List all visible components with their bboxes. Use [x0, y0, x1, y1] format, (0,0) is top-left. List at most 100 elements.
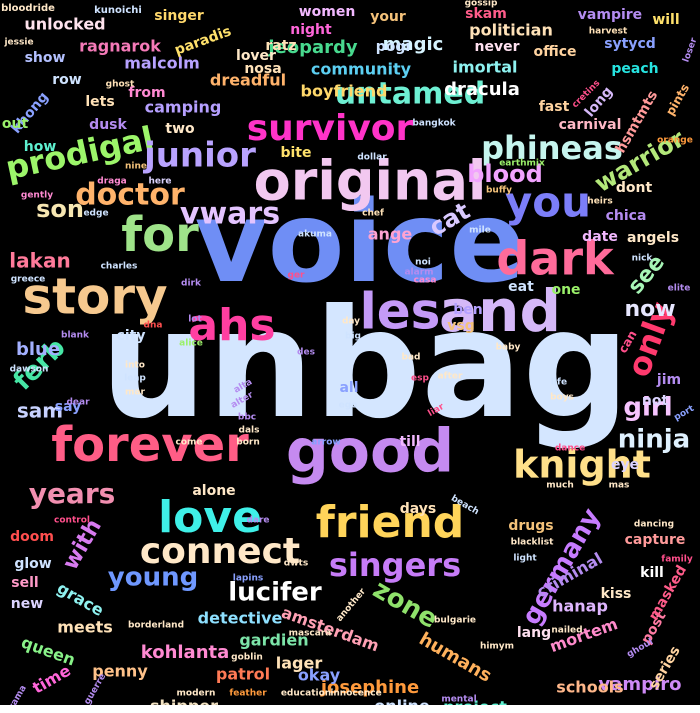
word-and: and: [439, 277, 561, 345]
word-never: never: [475, 39, 520, 55]
word-you: you: [505, 178, 591, 227]
word-story: story: [22, 268, 167, 326]
word-esp: esp: [411, 374, 429, 384]
word-pints: pints: [663, 81, 692, 118]
word-okay: okay: [298, 666, 341, 685]
word-untamed: untamed: [335, 77, 485, 112]
word-fast: fast: [539, 99, 570, 115]
word-out: out: [2, 116, 29, 132]
word-lang: lang: [517, 625, 551, 641]
word-your: your: [370, 9, 406, 25]
word-doctor: doctor: [75, 178, 185, 213]
word-earthmix: earthmix: [499, 159, 545, 169]
word-gently: gently: [21, 191, 53, 201]
word-queen: queen: [19, 633, 78, 670]
word-ghost: ghost: [106, 80, 135, 90]
word-ben: ben: [453, 302, 482, 318]
word-vampire: vampire: [578, 7, 642, 23]
word-kohlanta: kohlanta: [141, 642, 230, 663]
word-unbag: unbag: [100, 278, 630, 452]
word-ninja: ninja: [618, 425, 690, 455]
word-casa: casa: [414, 276, 437, 286]
word-date: date: [582, 229, 618, 245]
word-two: two: [165, 121, 195, 137]
word-dance: dance: [555, 444, 585, 454]
word-gardien: gardien: [239, 631, 308, 650]
word-junior: junior: [142, 136, 256, 176]
word-grace: grace: [54, 578, 107, 620]
word-dals: dals: [239, 426, 260, 436]
word-paradis: paradis: [173, 23, 234, 58]
word-penny: penny: [92, 662, 148, 681]
word-come: come: [176, 438, 203, 448]
word-new: new: [11, 596, 43, 612]
word-carnival: carnival: [559, 117, 622, 133]
word-sell: sell: [11, 575, 38, 591]
word-capture: capture: [625, 532, 686, 548]
word-peach: peach: [611, 61, 658, 77]
word-dracula: dracula: [444, 79, 520, 100]
word-leap: leap: [124, 374, 146, 384]
word-knight: knight: [513, 443, 651, 487]
word-much: much: [546, 481, 574, 491]
word-feather: feather: [229, 689, 267, 699]
word-kiss: kiss: [601, 586, 632, 602]
word-young: young: [108, 563, 198, 593]
word-into: into: [125, 361, 145, 371]
word-kunoichi: kunoichi: [94, 5, 142, 16]
word-dare: dare: [246, 516, 269, 526]
word-mile: mile: [469, 226, 491, 236]
word-all: all: [339, 380, 358, 396]
word-harvest: harvest: [589, 27, 628, 37]
word-sytycd: sytycd: [604, 36, 656, 52]
word-love: love: [158, 492, 262, 543]
word-education: education: [281, 689, 331, 699]
word-heirs: heirs: [587, 197, 612, 207]
word-born: born: [236, 438, 259, 448]
word-detective: detective: [198, 609, 283, 628]
word-son: son: [36, 195, 84, 223]
word-innocence: innocence: [330, 689, 381, 699]
word-meets: meets: [57, 618, 113, 637]
word-bbc: bbc: [238, 413, 256, 423]
word-doom: doom: [10, 529, 54, 545]
word-mar: mar: [125, 388, 145, 398]
word-dusk: dusk: [89, 117, 127, 133]
word-lover: lover: [236, 48, 276, 64]
word-bite: bite: [280, 145, 311, 161]
word-vampiro: vampiro: [599, 674, 682, 695]
word-vwars: vwars: [180, 197, 280, 232]
word-lets: lets: [85, 94, 114, 110]
word-unlocked: unlocked: [24, 15, 105, 34]
word-singers: singers: [329, 546, 461, 584]
word-noi: noi: [415, 258, 431, 268]
word-phineas: phineas: [481, 129, 623, 167]
word-greece: greece: [11, 275, 46, 285]
word-now: now: [624, 297, 675, 322]
word-dirk: dirk: [181, 279, 202, 289]
word-camping: camping: [145, 98, 222, 117]
word-not: not: [642, 393, 669, 409]
word-elite: elite: [668, 284, 691, 294]
word-nosa: nosa: [244, 61, 281, 77]
word-dollar: dollar: [357, 153, 387, 163]
word-imortal: imortal: [453, 58, 518, 77]
word-ragnarok: ragnarok: [79, 37, 161, 56]
word-boys: boys: [550, 393, 574, 403]
word-mental: mental: [441, 695, 476, 705]
word-one: one: [551, 282, 580, 298]
word-blacklist: blacklist: [511, 538, 554, 548]
word-malcolm: malcolm: [124, 54, 200, 73]
word-hanap: hanap: [552, 597, 608, 616]
word-lot: lot: [188, 315, 202, 325]
word-ahs: ahs: [188, 300, 275, 351]
word-dark: dark: [496, 232, 615, 286]
word-orange: orange: [657, 136, 693, 146]
word-angels: angels: [627, 230, 679, 246]
word-jessie: jessie: [3, 38, 33, 48]
word-des: des: [297, 348, 315, 358]
word-connect: connect: [140, 531, 300, 572]
word-bloodride: bloodride: [1, 3, 55, 14]
